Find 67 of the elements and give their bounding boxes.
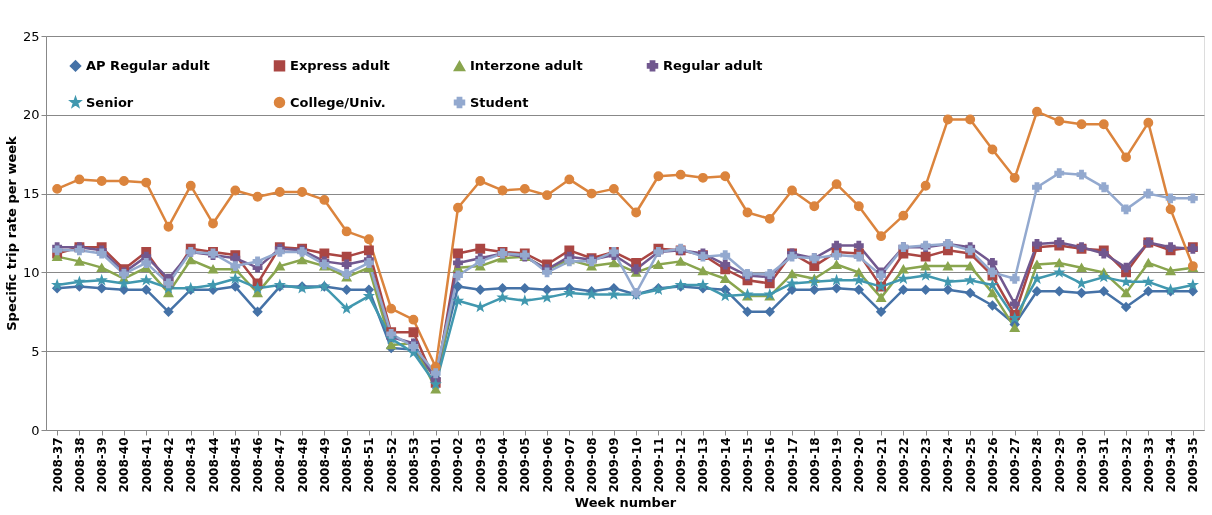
y-tick-label: 20 <box>22 107 40 123</box>
x-tick-label: 2009-24 <box>941 437 956 493</box>
x-tick-label: 2009-01 <box>429 437 444 493</box>
x-tick-label: 2009-05 <box>518 437 533 493</box>
x-tick-label: 2009-34 <box>1164 437 1179 493</box>
x-tick-label: 2009-35 <box>1186 437 1201 493</box>
x-tick-label: 2009-33 <box>1141 437 1156 493</box>
x-tick-label: 2009-15 <box>740 437 755 493</box>
x-tick-label: 2008-41 <box>139 437 154 493</box>
x-tick-label: 2009-04 <box>496 437 511 493</box>
x-tick-label: 2009-03 <box>473 437 488 493</box>
x-tick-label: 2009-23 <box>919 437 934 493</box>
x-tick-label: 2009-29 <box>1052 437 1067 493</box>
x-tick-label: 2008-49 <box>317 437 332 493</box>
x-tick-label: 2009-27 <box>1008 437 1023 493</box>
x-tick-label: 2009-09 <box>607 437 622 493</box>
y-tick-label: 15 <box>22 186 40 202</box>
x-tick-label: 2009-17 <box>785 437 800 493</box>
x-tick-label: 2008-46 <box>251 437 266 493</box>
legend-label: Senior <box>86 94 134 110</box>
x-tick-label: 2008-45 <box>228 437 243 493</box>
x-tick-label: 2008-38 <box>72 437 87 493</box>
x-tick-label: 2008-44 <box>206 437 221 493</box>
x-tick-label: 2009-22 <box>896 437 911 493</box>
x-tick-label: 2009-13 <box>696 437 711 493</box>
legend-label: College/Univ. <box>290 94 386 110</box>
x-tick-label: 2009-26 <box>985 437 1000 493</box>
x-tick-label: 2008-37 <box>50 437 65 493</box>
x-tick-label: 2008-50 <box>340 437 355 493</box>
x-tick-label: 2009-32 <box>1119 437 1134 493</box>
x-tick-label: 2009-02 <box>451 437 466 493</box>
y-tick-label: 5 <box>31 343 40 359</box>
x-tick-label: 2008-51 <box>362 437 377 493</box>
x-tick-label: 2009-14 <box>718 437 733 493</box>
x-tick-label: 2009-30 <box>1075 437 1090 493</box>
x-tick-label: 2009-10 <box>629 437 644 493</box>
x-tick-label: 2009-21 <box>874 437 889 493</box>
x-tick-label: 2009-20 <box>852 437 867 493</box>
x-tick-label: 2008-39 <box>95 437 110 493</box>
y-tick-label: 0 <box>31 422 40 438</box>
x-axis-title: Week number <box>574 494 677 510</box>
x-tick-label: 2009-07 <box>562 437 577 493</box>
x-tick-label: 2009-12 <box>674 437 689 493</box>
x-tick-label: 2009-08 <box>585 437 600 493</box>
legend-label: Student <box>470 94 529 110</box>
legend-label: Express adult <box>290 57 390 73</box>
x-tick-label: 2008-40 <box>117 437 132 493</box>
y-tick-label: 25 <box>22 28 40 44</box>
x-tick-label: 2008-43 <box>184 437 199 493</box>
x-tick-label: 2009-06 <box>540 437 555 493</box>
legend-label: AP Regular adult <box>86 57 210 73</box>
x-tick-label: 2009-11 <box>651 437 666 493</box>
x-tick-label: 2009-18 <box>807 437 822 493</box>
legend-label: Regular adult <box>663 57 763 73</box>
y-tick-label: 10 <box>22 264 40 280</box>
x-tick-label: 2008-52 <box>384 437 399 493</box>
x-tick-label: 2008-48 <box>295 437 310 493</box>
x-tick-label: 2009-16 <box>763 437 778 493</box>
y-axis-title: Specific trip rate per week <box>3 135 19 331</box>
x-tick-label: 2008-53 <box>406 437 421 493</box>
x-tick-label: 2008-47 <box>273 437 288 493</box>
x-tick-label: 2009-28 <box>1030 437 1045 493</box>
x-tick-label: 2008-42 <box>161 437 176 493</box>
legend-label: Interzone adult <box>470 58 583 74</box>
x-tick-label: 2009-31 <box>1097 437 1112 493</box>
x-tick-label: 2009-25 <box>963 437 978 493</box>
x-tick-label: 2009-19 <box>830 437 845 493</box>
